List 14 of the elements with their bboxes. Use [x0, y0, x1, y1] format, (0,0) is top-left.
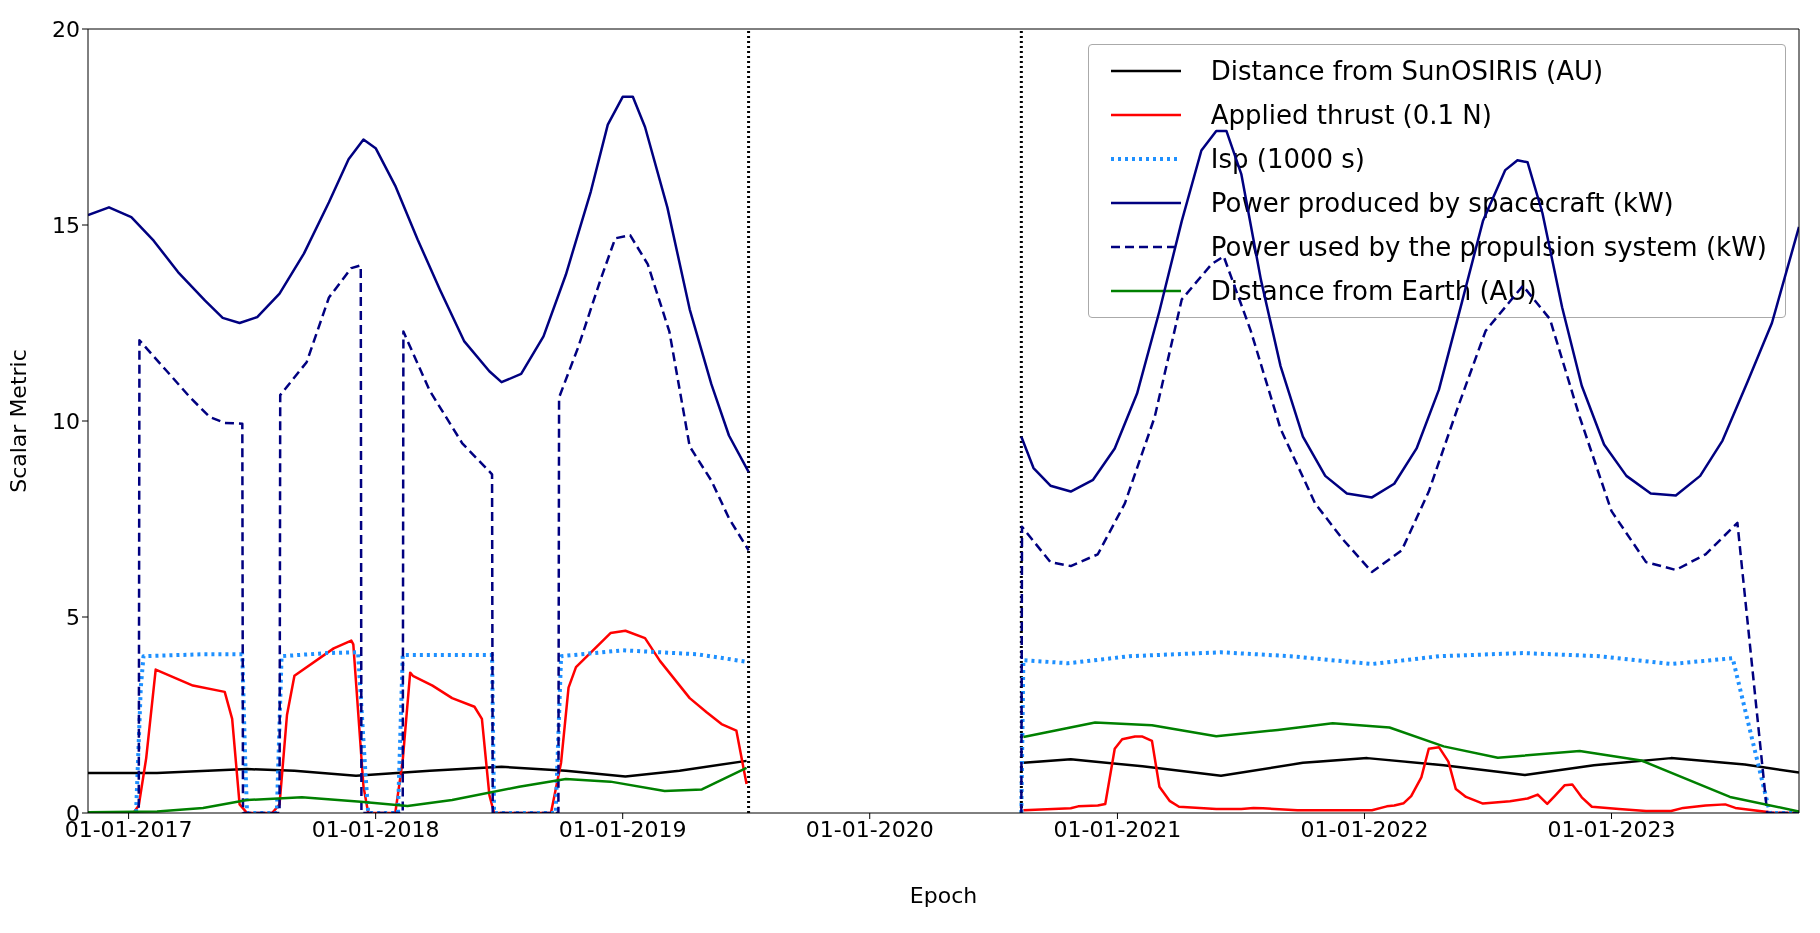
x-tick-label: 01-01-2019	[558, 816, 687, 842]
legend-label: Distance from SunOSIRIS (AU)	[1210, 56, 1604, 86]
x-tick-label: 01-01-2021	[1053, 816, 1182, 842]
legend-label: Applied thrust (0.1 N)	[1210, 100, 1492, 130]
x-axis-title: Epoch	[909, 883, 978, 908]
x-tick-label: 01-01-2018	[311, 816, 440, 842]
x-tick-label: 01-01-2023	[1547, 816, 1676, 842]
x-tick-label: 01-01-2022	[1300, 816, 1429, 842]
y-tick-label: 10	[52, 408, 80, 434]
y-axis-title: Scalar Metric	[5, 349, 31, 493]
y-tick-label: 15	[52, 212, 80, 238]
y-tick-label: 5	[66, 604, 80, 630]
y-tick-label: 20	[52, 16, 80, 42]
x-tick-label: 01-01-2020	[805, 816, 934, 842]
